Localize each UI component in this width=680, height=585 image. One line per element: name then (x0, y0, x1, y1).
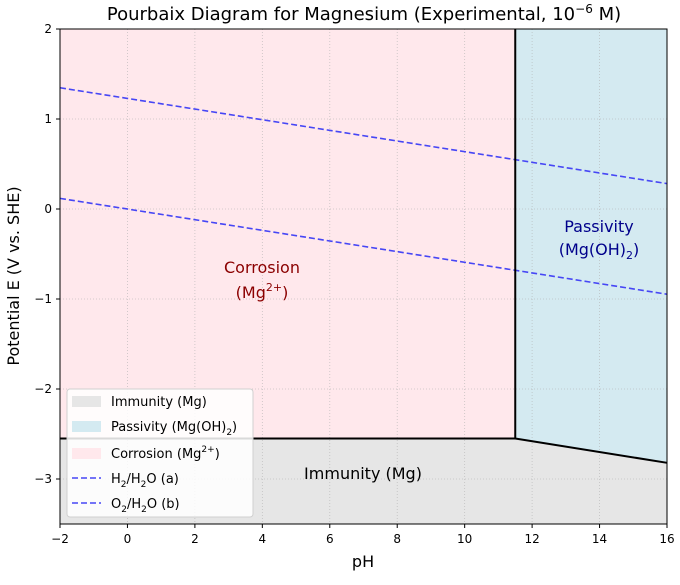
legend-text-part: O (111, 497, 121, 512)
corrosion-label: Corrosion (224, 258, 300, 277)
x-tick-label: 8 (393, 532, 401, 546)
legend-text-part: H (111, 472, 121, 487)
y-tick-label: 0 (44, 202, 52, 216)
y-tick-label: 1 (44, 112, 52, 126)
legend-text-part: Immunity (Mg) (111, 395, 207, 410)
legend-text-part: 2 (121, 480, 127, 490)
legend-entry-text: O2/H2O (b) (111, 497, 180, 515)
passivity-species: (Mg(OH)2) (559, 240, 640, 262)
legend-text-part: O (b) (147, 497, 180, 512)
legend-text-part: /H (127, 497, 141, 512)
h2-h2o-line (59, 197, 668, 296)
x-tick-label: 12 (524, 532, 539, 546)
corrosion-species-sup: 2+ (266, 281, 282, 294)
legend-text-part: 2 (226, 428, 232, 438)
plot-frame (59, 28, 668, 525)
x-tick-label: 4 (259, 532, 267, 546)
x-tick-label: −2 (51, 532, 69, 546)
legend-text-part: Corrosion (Mg (111, 447, 201, 462)
legend-text-part: /H (127, 472, 141, 487)
legend-entry-text: Corrosion (Mg2+) (111, 445, 220, 462)
legend-swatch (72, 396, 101, 407)
title-sup: −6 (575, 2, 593, 16)
y-axis-label: Potential E (V vs. SHE) (4, 186, 23, 365)
y-tick-label: −2 (34, 382, 52, 396)
legend-text-part: ) (215, 447, 220, 462)
x-tick-label: 14 (592, 532, 607, 546)
x-tick-label: 2 (191, 532, 199, 546)
x-tick-label: 10 (457, 532, 472, 546)
x-tick-label: 6 (326, 532, 334, 546)
chart-title: Pourbaix Diagram for Magnesium (Experime… (107, 2, 621, 25)
legend-entry-text: Immunity (Mg) (111, 395, 207, 410)
title-main: Pourbaix Diagram for Magnesium (Experime… (107, 4, 575, 25)
immunity-label: Immunity (Mg) (304, 464, 422, 483)
x-tick-label: 0 (124, 532, 132, 546)
passivity-species-sub: 2 (626, 249, 633, 262)
legend-text-part: 2+ (201, 445, 214, 455)
corrosion-species-text: (Mg (236, 283, 266, 302)
legend-entry-text: H2/H2O (a) (111, 472, 179, 490)
legend-swatch (72, 448, 101, 459)
legend-text-part: Passivity (Mg(OH) (111, 420, 226, 435)
title-tail: M) (593, 4, 621, 25)
passivity-label: Passivity (564, 217, 634, 236)
y-tick-label: −3 (34, 472, 52, 486)
passivity-species-close: ) (633, 240, 639, 259)
x-tick-label: 16 (659, 532, 674, 546)
legend-text-part: O (a) (146, 472, 178, 487)
passivity-species-text: (Mg(OH) (559, 240, 626, 259)
y-tick-label: −1 (34, 292, 52, 306)
x-axis-label: pH (352, 552, 374, 571)
legend-text-part: 2 (141, 480, 147, 490)
legend-box (66, 388, 254, 518)
passivity-region (515, 29, 667, 463)
y-tick-label: 2 (44, 22, 52, 36)
legend-swatch (72, 421, 101, 432)
corrosion-species-close: ) (282, 283, 288, 302)
legend: Immunity (Mg)Passivity (Mg(OH)2)Corrosio… (66, 388, 254, 518)
legend-entry-text: Passivity (Mg(OH)2) (111, 420, 237, 438)
o2-h2o-line (59, 86, 668, 185)
legend-text-part: 2 (121, 505, 127, 515)
corrosion-species: (Mg2+) (236, 281, 289, 302)
legend-text-part: ) (232, 420, 237, 435)
legend-text-part: 2 (141, 505, 147, 515)
region-labels: Corrosion (Mg2+) Passivity (Mg(OH)2) Imm… (224, 217, 639, 483)
